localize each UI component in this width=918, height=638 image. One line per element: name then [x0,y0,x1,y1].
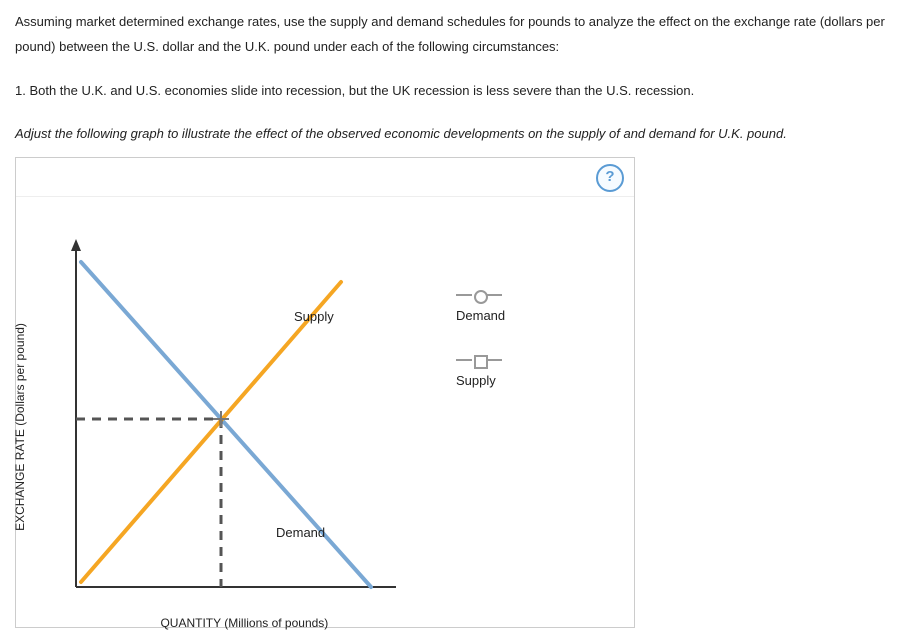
legend-label-supply: Supply [456,373,606,388]
graph-instruction: Adjust the following graph to illustrate… [15,124,903,145]
legend-marker-demand [456,288,502,302]
supply-line-label: Supply [294,309,334,324]
y-axis-label: EXCHANGE RATE (Dollars per pound) [13,323,27,531]
legend-item-supply[interactable]: Supply [456,351,606,388]
legend-item-demand[interactable]: Demand [456,287,606,324]
demand-line-label: Demand [276,525,325,540]
graph-toolbar: ? [16,158,634,197]
legend-label-demand: Demand [456,308,606,323]
question-item-1: 1. Both the U.K. and U.S. economies slid… [15,79,903,104]
chart-svg[interactable] [26,227,446,607]
chart-area[interactable]: EXCHANGE RATE (Dollars per pound) QUANTI… [26,227,446,627]
graph-panel: ? EXCHANGE RATE (Dollars per pound) QUAN… [15,157,635,628]
help-button[interactable]: ? [596,164,624,192]
graph-body: EXCHANGE RATE (Dollars per pound) QUANTI… [16,197,634,627]
question-intro: Assuming market determined exchange rate… [15,10,903,59]
legend-area: Demand Supply [446,227,606,627]
legend-marker-supply [456,353,502,367]
x-axis-label: QUANTITY (Millions of pounds) [160,616,328,630]
